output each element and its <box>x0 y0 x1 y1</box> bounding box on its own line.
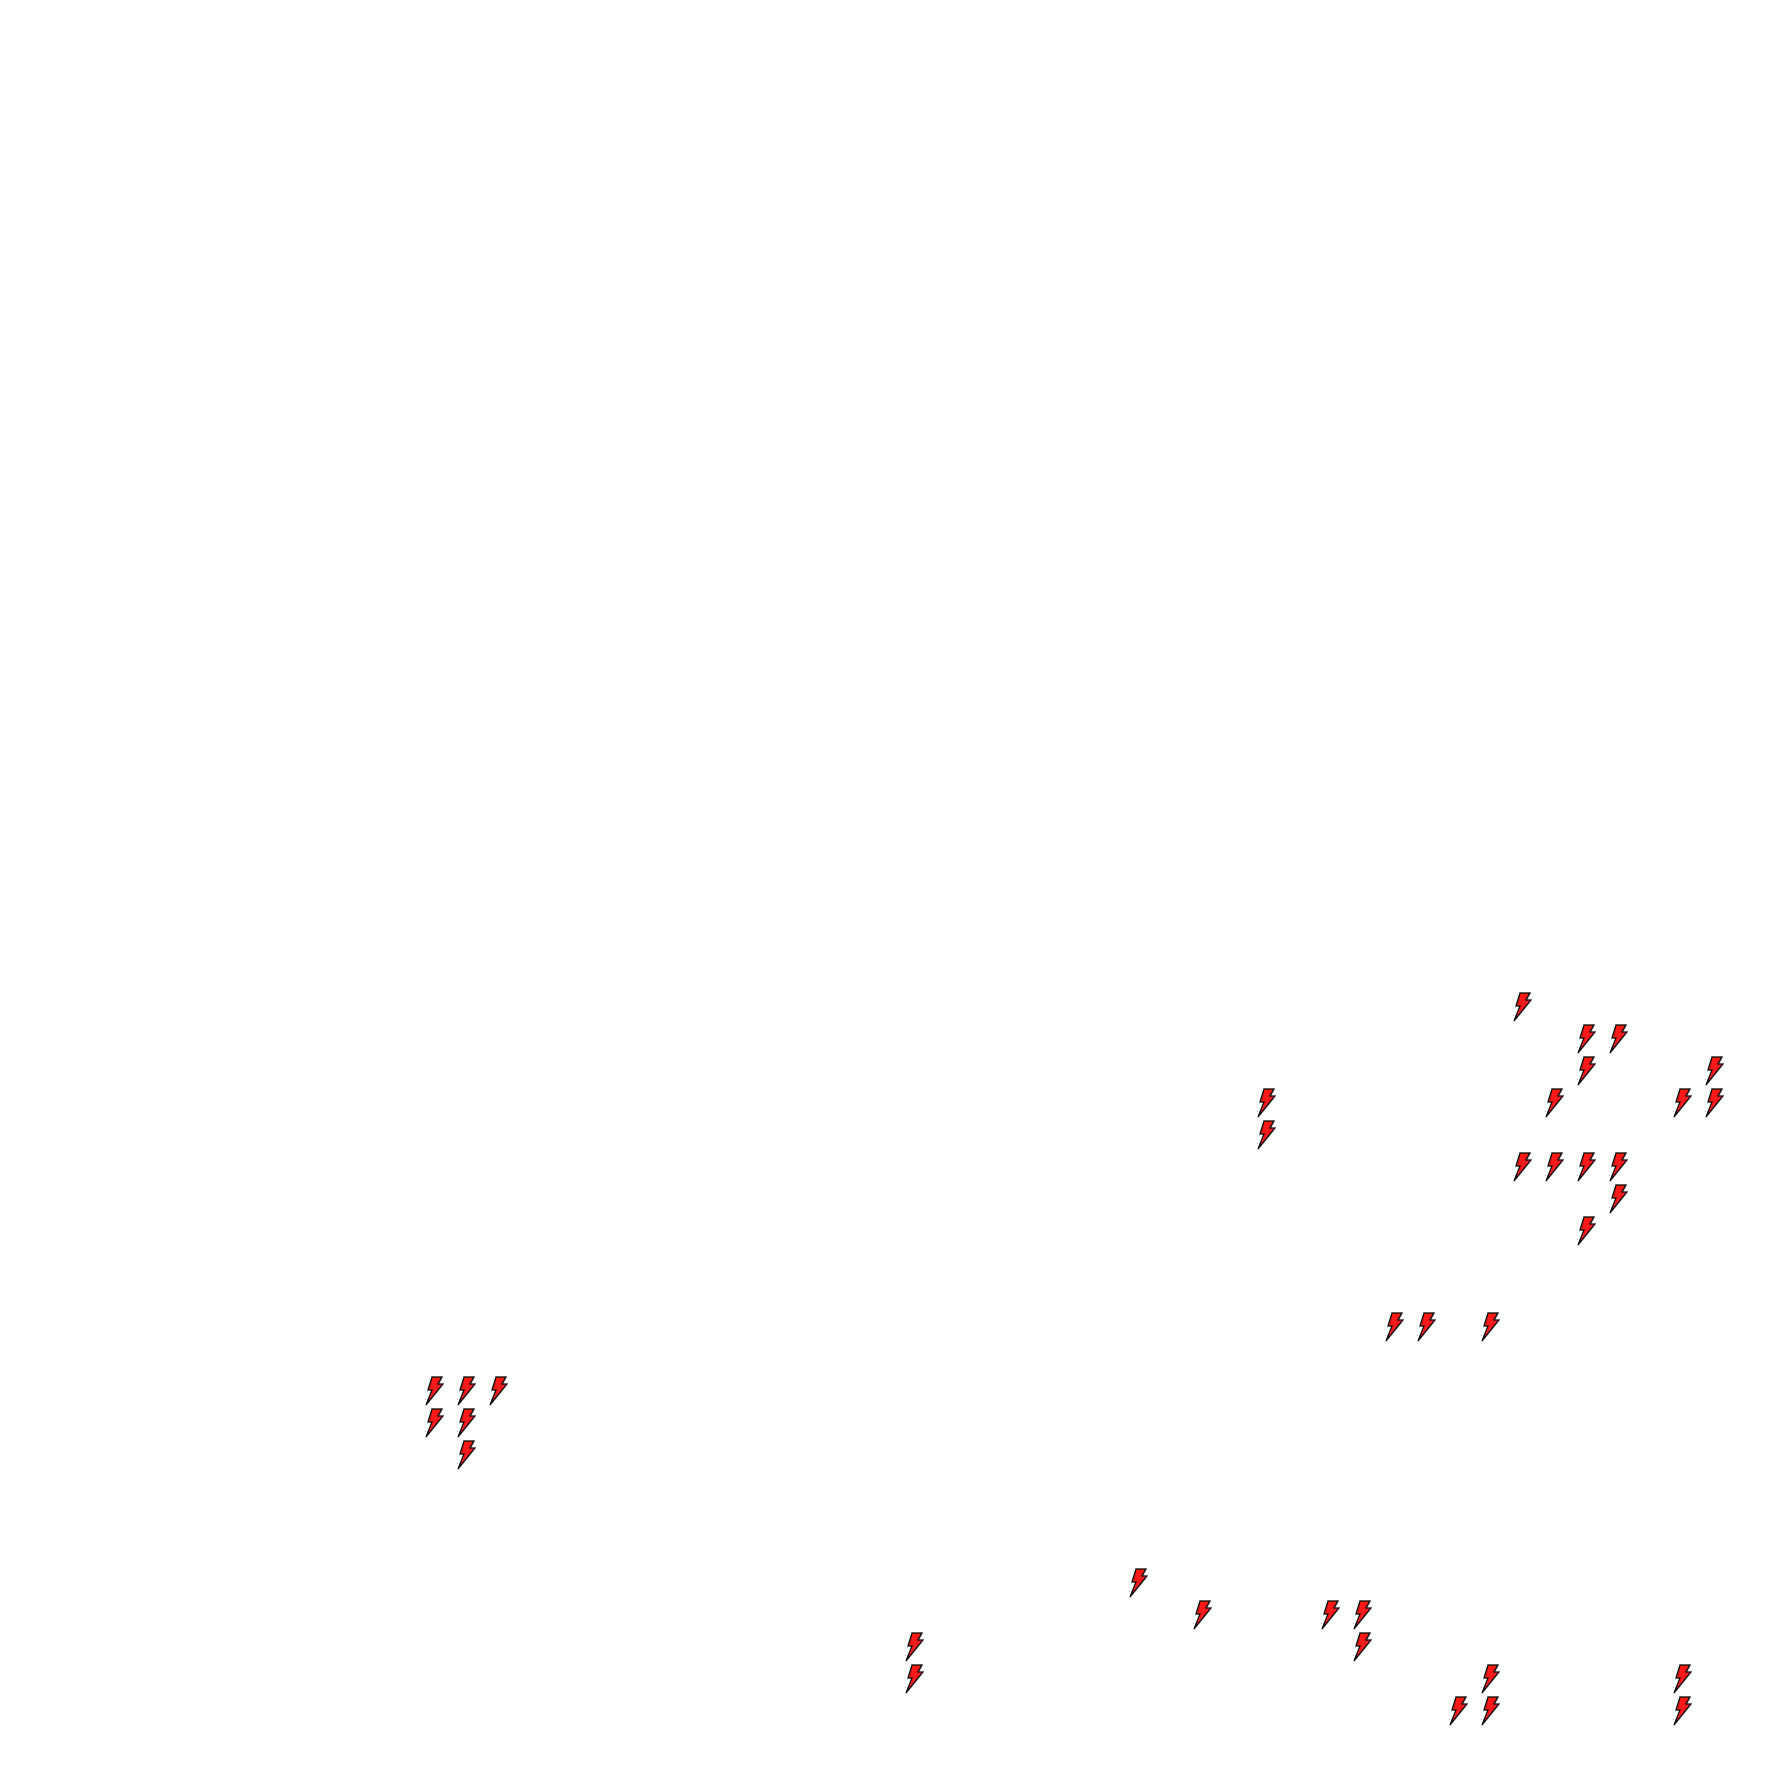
lightning-bolt-icon <box>1576 1024 1596 1054</box>
lightning-bolt-icon <box>1352 1600 1372 1630</box>
lightning-bolt-icon <box>1704 1088 1724 1118</box>
lightning-bolt-icon <box>1480 1696 1500 1726</box>
lightning-bolt-icon <box>1448 1696 1468 1726</box>
lightning-bolt-icon <box>1256 1088 1276 1118</box>
lightning-bolt-icon <box>1320 1600 1340 1630</box>
lightning-bolt-icon <box>1128 1568 1148 1598</box>
lightning-bolt-icon <box>1352 1632 1372 1662</box>
lightning-bolt-icon <box>1256 1120 1276 1150</box>
lightning-bolt-icon <box>1608 1024 1628 1054</box>
lightning-bolt-icon <box>1672 1696 1692 1726</box>
lightning-bolt-icon <box>904 1664 924 1694</box>
lightning-bolt-icon <box>1384 1312 1404 1342</box>
lightning-bolt-icon <box>1672 1664 1692 1694</box>
lightning-bolt-icon <box>1192 1600 1212 1630</box>
lightning-bolt-icon <box>456 1376 476 1406</box>
lightning-bolt-icon <box>488 1376 508 1406</box>
lightning-bolt-icon <box>1480 1664 1500 1694</box>
lightning-bolt-icon <box>456 1408 476 1438</box>
lightning-bolt-icon <box>1512 992 1532 1022</box>
lightning-bolt-icon <box>1416 1312 1436 1342</box>
lightning-bolt-icon <box>1544 1152 1564 1182</box>
lightning-bolt-icon <box>424 1376 444 1406</box>
lightning-bolt-icon <box>1576 1056 1596 1086</box>
lightning-bolt-icon <box>456 1440 476 1470</box>
lightning-bolt-icon <box>1512 1152 1532 1182</box>
lightning-bolt-icon <box>1704 1056 1724 1086</box>
lightning-bolt-icon <box>1544 1088 1564 1118</box>
lightning-bolt-icon <box>1576 1152 1596 1182</box>
lightning-bolt-icon <box>424 1408 444 1438</box>
lightning-bolt-icon <box>1576 1216 1596 1246</box>
lightning-bolt-icon <box>1672 1088 1692 1118</box>
lightning-bolt-icon <box>1480 1312 1500 1342</box>
lightning-bolt-icon <box>1608 1152 1628 1182</box>
lightning-bolt-icon <box>1608 1184 1628 1214</box>
lightning-bolt-icon <box>904 1632 924 1662</box>
